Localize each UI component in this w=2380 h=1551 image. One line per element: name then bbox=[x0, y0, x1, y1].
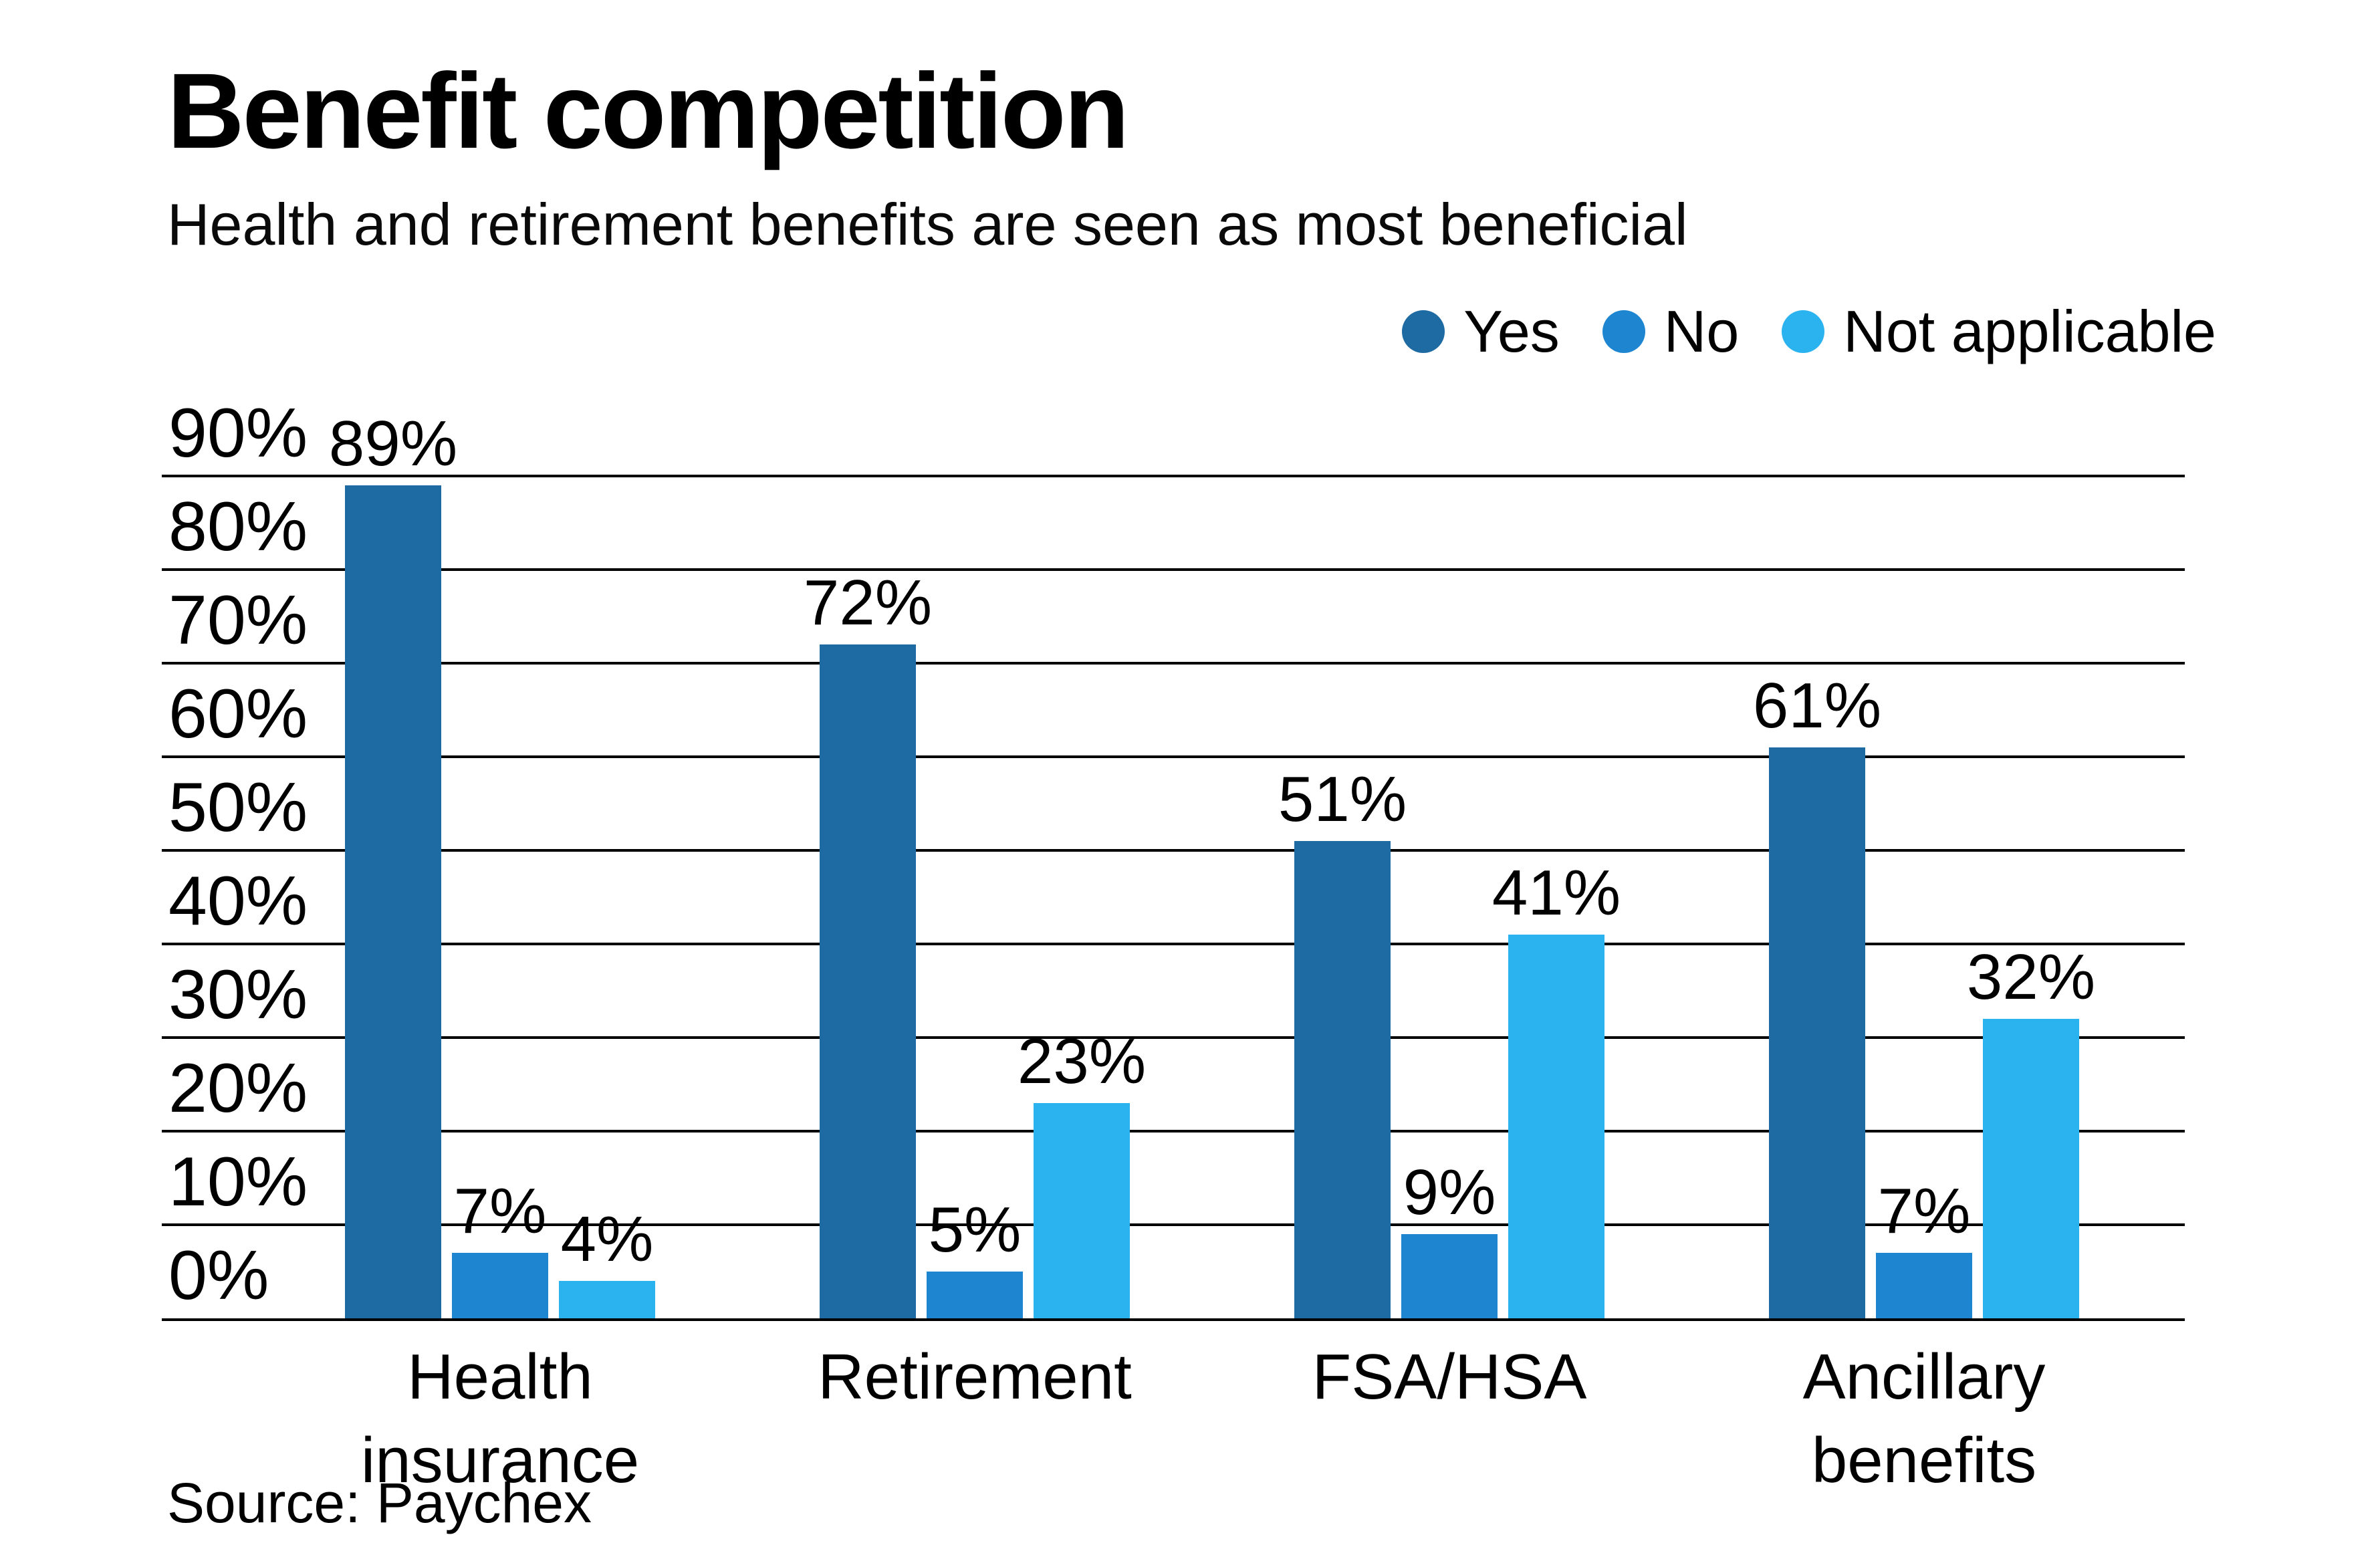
source-note: Source: Paychex bbox=[167, 1471, 592, 1534]
x-axis-category-label: Health insurance bbox=[360, 1341, 640, 1496]
legend-swatch-not-applicable-icon bbox=[1782, 310, 1825, 353]
legend-swatch-no-icon bbox=[1602, 310, 1645, 353]
bar-yes bbox=[820, 644, 916, 1318]
bar-value-label: 4% bbox=[560, 1203, 654, 1275]
gridline bbox=[162, 475, 2185, 477]
legend-label-not-applicable: Not applicable bbox=[1843, 298, 2216, 364]
bar-not-applicable bbox=[1034, 1103, 1130, 1318]
bar-value-label: 9% bbox=[1403, 1157, 1496, 1228]
y-axis-tick-label: 40% bbox=[168, 862, 308, 940]
bar-value-label: 5% bbox=[928, 1194, 1022, 1266]
x-axis-category-label: Retirement bbox=[818, 1341, 1132, 1413]
bar-no bbox=[1876, 1253, 1972, 1318]
y-axis-tick-label: 30% bbox=[168, 956, 308, 1034]
chart-title: Benefit competition bbox=[167, 51, 1129, 170]
legend: Yes No Not applicable bbox=[1402, 302, 2216, 361]
legend-item-not-applicable: Not applicable bbox=[1782, 302, 2216, 361]
gridline bbox=[162, 1130, 2185, 1132]
legend-item-yes: Yes bbox=[1402, 302, 1560, 361]
bar-value-label: 41% bbox=[1492, 857, 1621, 929]
gridline bbox=[162, 1223, 2185, 1226]
bar-value-label: 23% bbox=[1017, 1026, 1147, 1097]
bar-value-label: 89% bbox=[328, 408, 458, 479]
y-axis-tick-label: 80% bbox=[168, 488, 308, 566]
bar-value-label: 32% bbox=[1966, 941, 2096, 1013]
gridline bbox=[162, 1318, 2185, 1321]
bar-no bbox=[927, 1272, 1023, 1318]
legend-item-no: No bbox=[1602, 298, 1740, 364]
bar-not-applicable bbox=[559, 1281, 655, 1318]
x-axis-category-label: FSA/HSA bbox=[1312, 1341, 1587, 1413]
legend-label-no: No bbox=[1663, 298, 1740, 364]
y-axis-tick-label: 60% bbox=[168, 675, 308, 753]
gridline bbox=[162, 662, 2185, 665]
bar-not-applicable bbox=[1983, 1019, 2079, 1318]
y-axis-tick-label: 70% bbox=[168, 582, 308, 659]
gridline bbox=[162, 849, 2185, 852]
gridline bbox=[162, 755, 2185, 758]
gridline bbox=[162, 1036, 2185, 1039]
chart-subtitle: Health and retirement benefits are seen … bbox=[167, 191, 1688, 257]
y-axis-tick-label: 0% bbox=[168, 1237, 269, 1314]
bar-value-label: 7% bbox=[1877, 1175, 1971, 1247]
y-axis-tick-label: 50% bbox=[168, 769, 308, 846]
bar-value-label: 51% bbox=[1278, 763, 1407, 835]
x-axis-category-label: Ancillary benefits bbox=[1802, 1341, 2046, 1496]
bar-value-label: 7% bbox=[453, 1175, 547, 1247]
y-axis-tick-label: 10% bbox=[168, 1143, 308, 1221]
bar-no bbox=[1401, 1234, 1498, 1318]
bar-not-applicable bbox=[1508, 935, 1604, 1318]
plot-area: 0% 10% 20% 30% 40% 50% 60% 70% 80% 90% 89% 7% 4% Heal… bbox=[162, 398, 2185, 1496]
gridline bbox=[162, 568, 2185, 571]
legend-swatch-yes-icon bbox=[1402, 310, 1445, 353]
bar-no bbox=[452, 1253, 548, 1318]
gridline bbox=[162, 943, 2185, 945]
bar-yes bbox=[345, 485, 441, 1318]
y-axis-tick-label: 20% bbox=[168, 1050, 308, 1127]
legend-label-yes: Yes bbox=[1463, 298, 1560, 364]
bar-yes bbox=[1769, 747, 1865, 1318]
bar-value-label: 61% bbox=[1752, 670, 1882, 741]
y-axis-tick-label: 90% bbox=[168, 394, 308, 472]
bar-yes bbox=[1294, 841, 1391, 1318]
bar-value-label: 72% bbox=[803, 567, 933, 638]
